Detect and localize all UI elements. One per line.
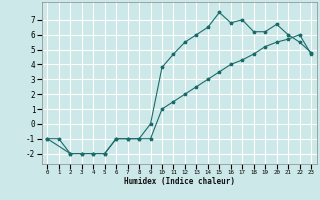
X-axis label: Humidex (Indice chaleur): Humidex (Indice chaleur) bbox=[124, 177, 235, 186]
